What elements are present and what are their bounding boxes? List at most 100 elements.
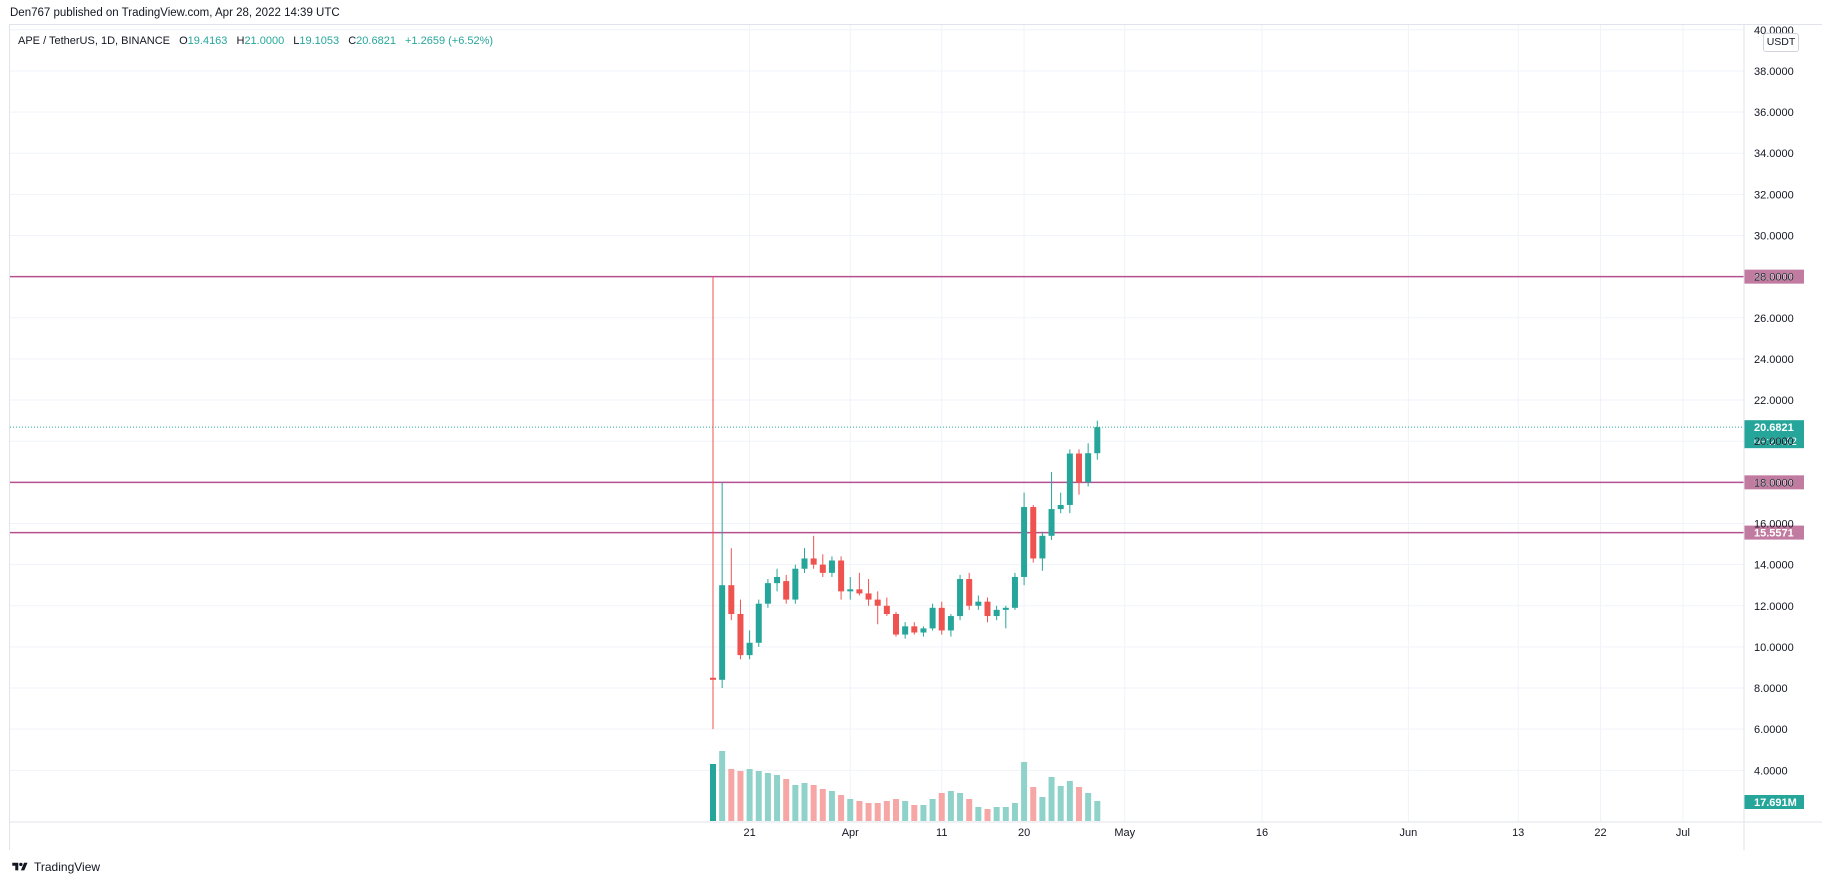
volume-bar [1057,786,1064,821]
volume-bar [792,785,799,821]
candle-body [828,560,835,573]
high-value: 21.0000 [244,35,285,47]
candle-body [737,613,744,656]
level-tag-label: 18.0000 [1754,477,1794,489]
x-tick-label: 20 [1018,827,1030,839]
volume-bar [801,783,808,821]
current-price-tag [1744,420,1804,449]
volume-bar [1085,793,1092,821]
currency-unit-button[interactable]: USDT [1763,33,1799,52]
x-tick-label: Jun [1400,827,1418,839]
volume-tag [1744,795,1804,809]
y-tick-label: 8.0000 [1754,683,1788,695]
volume-bar [810,785,817,821]
candle-body [1076,453,1082,483]
volume-bar [993,807,1000,821]
candle-body [710,677,716,680]
candle-body [1066,453,1073,505]
publisher-line: Den767 published on TradingView.com, Apr… [10,7,340,19]
volume-bar [828,791,835,821]
volume-bar [783,779,790,821]
volume-bar [929,799,936,821]
volume-bar [856,801,863,821]
volume-bar [847,799,854,821]
volume-bar [1076,787,1082,821]
candle-body [1030,507,1037,559]
candle-body [893,613,899,635]
volume-bar [1094,801,1101,821]
candle-body [783,581,790,600]
candle-body [1048,509,1055,536]
y-tick-label: 30.0000 [1754,231,1794,243]
volume-bar [947,791,954,821]
candle-body [1021,507,1028,577]
volume-bar [1048,777,1055,821]
volume-bar [719,751,726,821]
candle-body [947,616,954,631]
volume-bar [893,799,899,821]
x-tick-label: 11 [936,827,947,839]
volume-bar [1039,797,1046,821]
low-value: 19.1053 [299,35,340,47]
y-tick-label: 20.0000 [1754,436,1794,448]
candle-body [911,626,918,633]
volume-bar [1066,781,1073,821]
candle-body [838,560,845,592]
x-tick-label: Jul [1676,827,1690,839]
candle-body [847,589,854,592]
y-tick-label: 22.0000 [1754,395,1794,407]
volume-bar [984,809,991,821]
candle-body [819,564,826,573]
volume-bar [838,795,845,821]
candle-body [746,642,753,656]
x-tick-label: 22 [1594,827,1606,839]
volume-bar [938,793,945,821]
tradingview-logo-icon [12,862,28,871]
y-tick-label: 16.0000 [1754,518,1794,530]
candle-body [1085,453,1092,483]
candle-body [1011,576,1018,608]
y-tick-label: 26.0000 [1754,313,1794,325]
level-tag [1744,269,1804,284]
volume-bar [1002,807,1009,821]
footer-brand[interactable]: TradingView [10,860,100,874]
ohlc-legend: APE / TetherUS, 1D, BINANCE O19.4163 H21… [18,35,493,47]
candle-body [966,579,973,606]
candle-body [792,568,799,600]
candle-body [755,603,762,643]
volume-bar-first [710,764,716,821]
candle-body [719,585,726,680]
countdown-label: 09:20:42 [1754,436,1797,448]
volume-bar [819,789,826,821]
volume-bar [920,805,927,821]
x-tick-label: 13 [1512,827,1524,839]
axes: 4.0000 6.0000 8.0000 10.0000 12.0000 14.0000 1… [10,25,1822,850]
x-tick-label: May [1114,827,1135,839]
candle-body [938,607,945,631]
candle-body [1039,535,1046,559]
volume-bar [755,771,762,821]
candle-body [728,585,735,614]
y-tick-label: 28.0000 [1754,272,1794,284]
x-tick-label: 21 [743,827,755,839]
volume-bar [1011,803,1018,821]
volume-bar [737,771,744,821]
open-label: O [179,35,188,47]
candle-body [984,601,991,617]
y-tick-label: 32.0000 [1754,189,1794,201]
candle-body [993,609,1000,617]
candle-body [764,583,771,604]
level-tag [1744,525,1804,540]
volume-bar [957,793,964,821]
candle-body [774,576,781,584]
chart-frame [9,24,1822,850]
y-tick-label: 34.0000 [1754,148,1794,160]
candle-body [801,558,808,569]
candle-body [902,626,909,635]
volume-bar [966,799,973,821]
symbol-label[interactable]: APE / TetherUS, 1D, BINANCE [18,35,171,47]
volume-bar [874,803,881,821]
volume-bar [746,769,753,821]
volume-bar [764,773,771,821]
